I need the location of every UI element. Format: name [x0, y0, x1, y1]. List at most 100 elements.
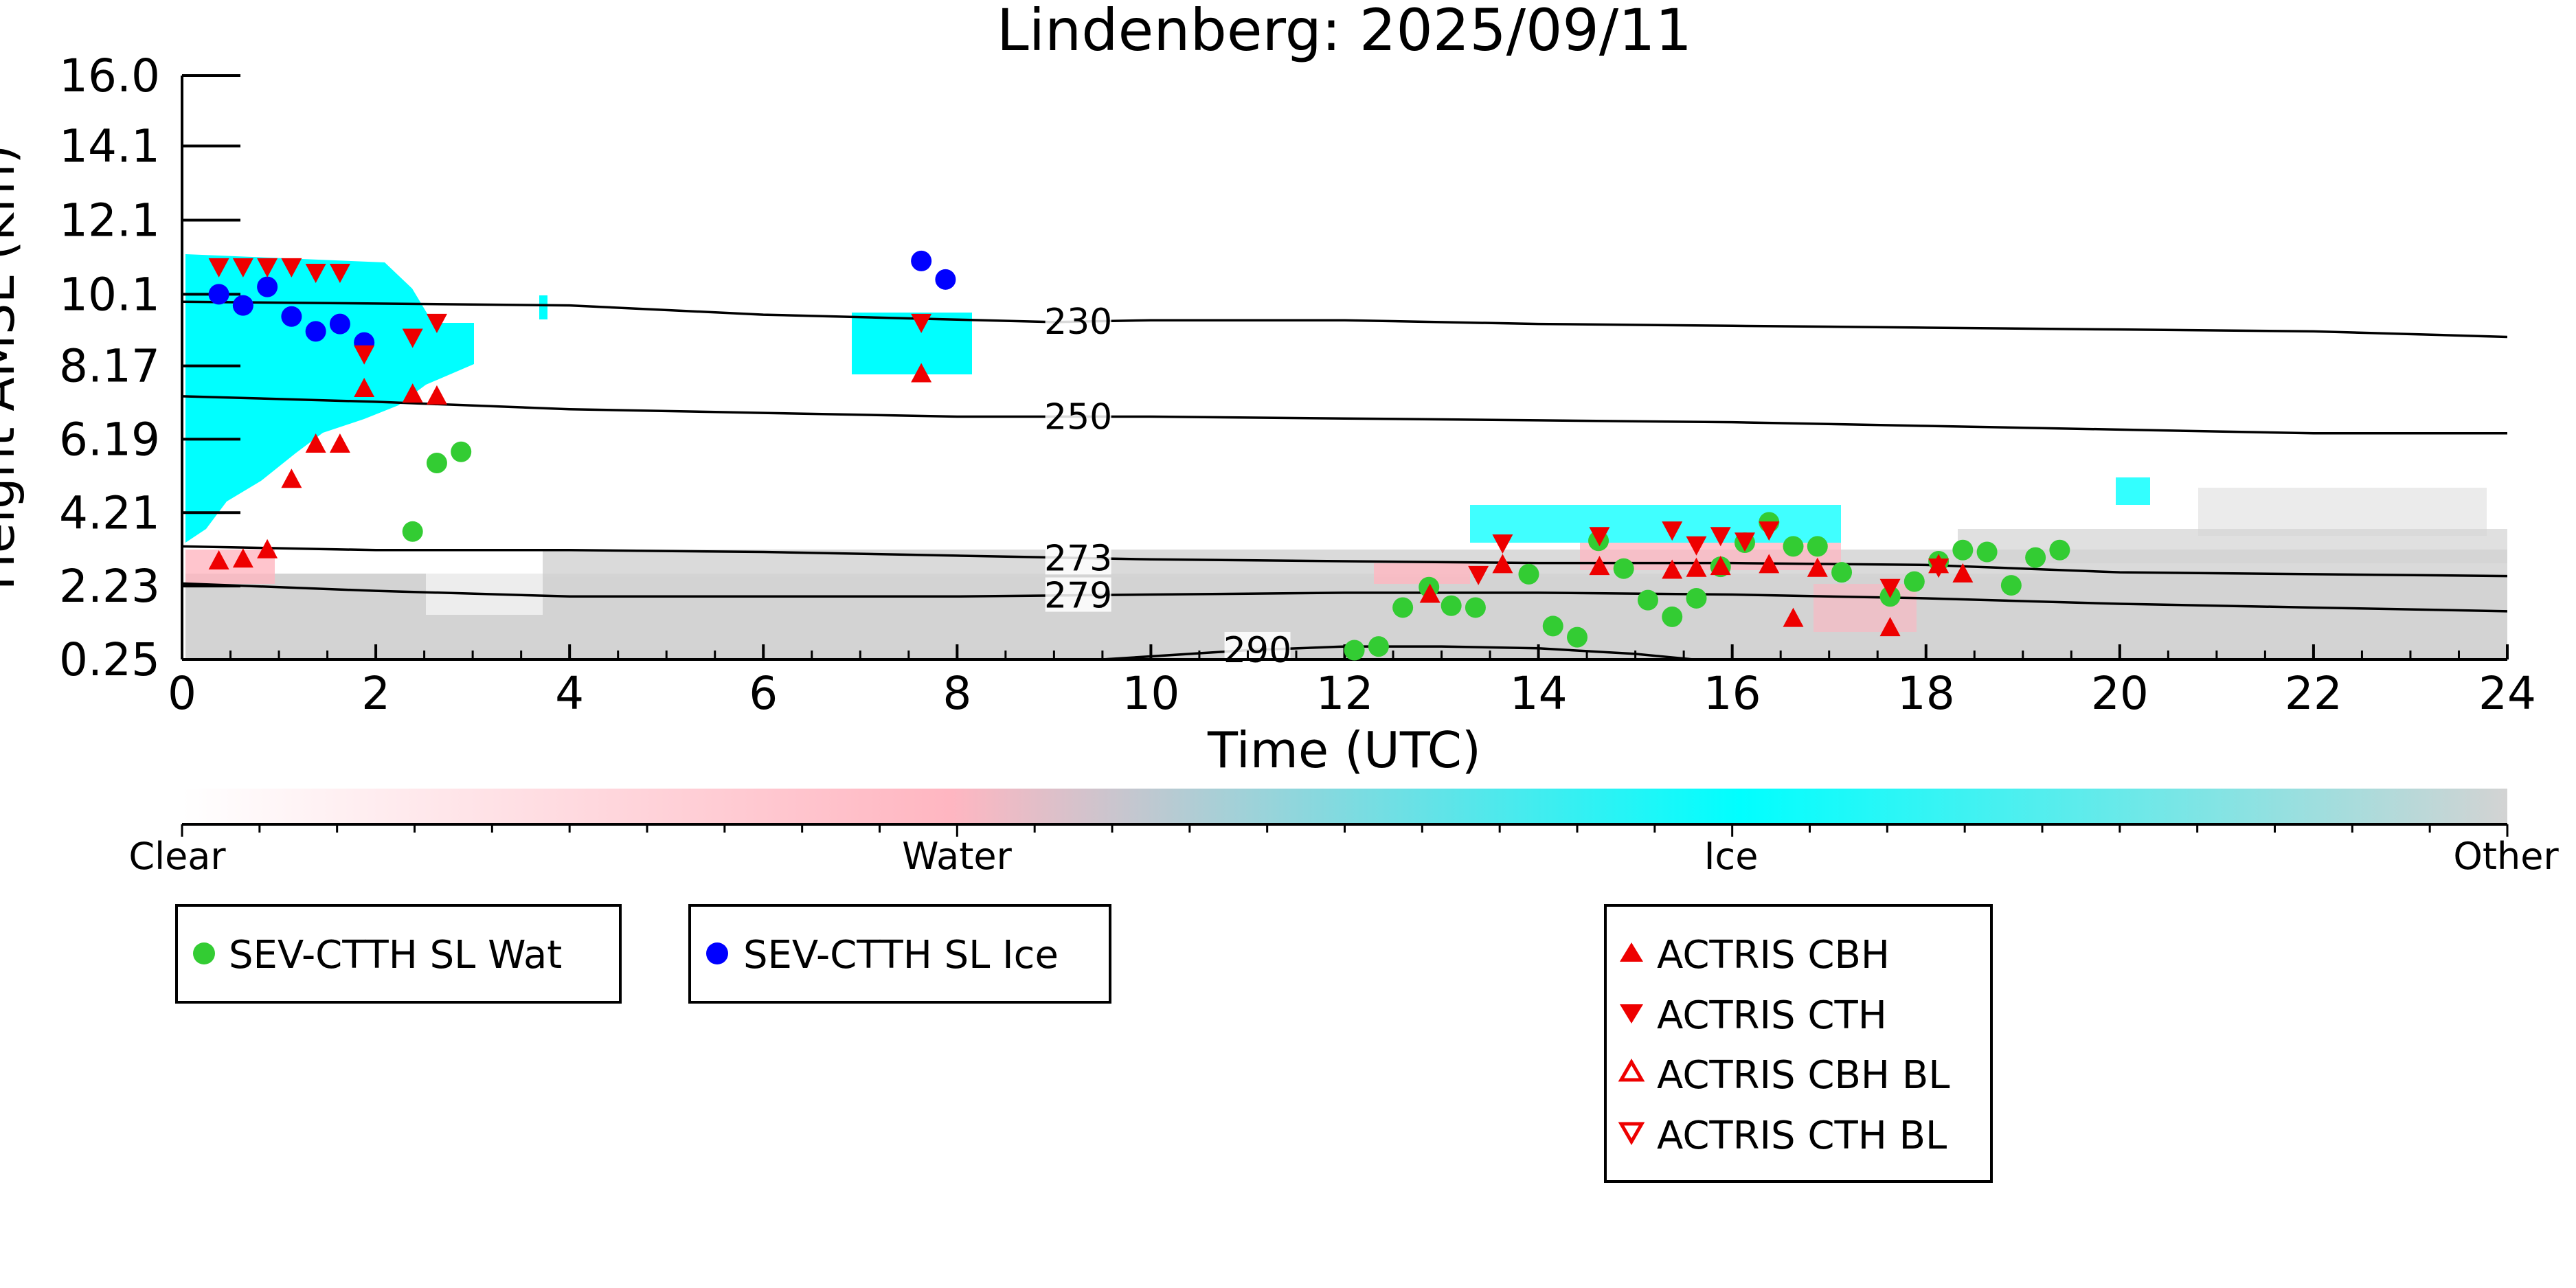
marker-actris-cbh [281, 468, 302, 488]
marker-actris-cth [426, 313, 447, 333]
isotherm-label: 273 [1044, 538, 1112, 579]
marker-sev-ctth-sl-ice [232, 295, 253, 316]
chart-title: Lindenberg: 2025/09/11 [997, 0, 1692, 64]
marker-sev-ctth-sl-wat [1831, 562, 1853, 583]
marker-sev-ctth-sl-ice [305, 321, 326, 342]
ice-region [185, 254, 474, 543]
colorbar-label-water: Water [902, 835, 1012, 878]
marker-actris-cbh [232, 548, 253, 568]
marker-sev-ctth-sl-wat [2000, 575, 2022, 596]
isotherm-label-bg [1045, 577, 1111, 612]
colorbar-label-other: Other [2453, 835, 2559, 878]
x-tick-label: 22 [2285, 667, 2342, 720]
marker-actris-cbh [1589, 556, 1610, 576]
marker-actris-cth [281, 258, 302, 278]
y-tick-label: 0.25 [59, 633, 160, 686]
cloud-classification-field [185, 254, 2507, 659]
marker-actris-cth [329, 264, 350, 284]
colorbar-label-clear: Clear [128, 835, 226, 878]
y-axis-ticks: 0.25 2.23 4.21 6.19 8.17 10.1 12.1 14.1 16.0 [59, 49, 240, 686]
legend-ice-box: SEV-CTTH SL Ice [688, 904, 1111, 1004]
colorbar-label-ice: Ice [1704, 835, 1759, 878]
y-tick-label: 14.1 [59, 120, 160, 173]
legend-water-box: SEV-CTTH SL Wat [175, 904, 622, 1004]
marker-sev-ctth-sl-wat [1637, 589, 1658, 611]
y-tick-label: 8.17 [59, 340, 160, 393]
other-layer [2198, 488, 2487, 536]
marker-sev-ctth-sl-wat [1368, 636, 1389, 657]
x-tick-label: 14 [1510, 667, 1568, 720]
marker-actris-cth [354, 345, 375, 365]
isotherm-label: 290 [1223, 630, 1291, 671]
marker-actris-cth [208, 258, 229, 278]
y-tick-label: 10.1 [59, 268, 160, 321]
marker-actris-cbh [402, 383, 423, 403]
isotherm-lines [182, 300, 2507, 659]
marker-sev-ctth-sl-wat [1783, 536, 1804, 557]
data-markers [208, 250, 2070, 661]
isotherm-label-bg [1045, 304, 1111, 339]
marker-sev-ctth-sl-wat [1613, 558, 1634, 579]
x-tick-label: 20 [2091, 667, 2149, 720]
colorbar [182, 789, 2507, 823]
isotherm-label-bg [1045, 540, 1111, 575]
marker-sev-ctth-sl-wat [1686, 587, 1707, 609]
legend-label-cth: ACTRIS CTH [1657, 993, 1887, 1038]
marker-sev-ctth-sl-wat [1807, 536, 1828, 557]
marker-actris-cth [1879, 578, 1901, 598]
marker-actris-cth [1468, 565, 1489, 585]
marker-sev-ctth-sl-wat [1344, 640, 1365, 661]
marker-actris-cbh [1759, 554, 1780, 574]
marker-actris-cbh [257, 539, 278, 558]
y-tick-label: 12.1 [59, 194, 160, 247]
legend-label-sev-ice: SEV-CTTH SL Ice [743, 933, 1059, 978]
marker-actris-cbh [1710, 556, 1731, 576]
marker-actris-cbh [1686, 557, 1707, 577]
marker-sev-ctth-sl-ice [935, 269, 956, 290]
legend-marker-cbh [1620, 942, 1643, 962]
x-tick-label: 6 [749, 667, 778, 720]
legend-label-sev-wat: SEV-CTTH SL Wat [229, 933, 562, 978]
x-axis-label: Time (UTC) [1207, 721, 1481, 779]
legend-frame [175, 904, 622, 1004]
legend-label-cbh-bl: ACTRIS CBH BL [1657, 1053, 1950, 1098]
y-tick-label: 4.21 [59, 486, 160, 539]
marker-sev-ctth-sl-ice [208, 284, 229, 305]
marker-actris-cth [1492, 534, 1513, 554]
marker-sev-ctth-sl-wat [1662, 606, 1683, 627]
x-tick-label: 18 [1897, 667, 1955, 720]
marker-actris-cth [911, 313, 932, 333]
x-tick-label: 24 [2478, 667, 2536, 720]
x-tick-label: 8 [942, 667, 971, 720]
marker-actris-cbh [1807, 557, 1828, 577]
marker-sev-ctth-sl-ice [281, 306, 302, 327]
ice-region [2116, 477, 2150, 505]
marker-actris-cth [257, 258, 278, 278]
marker-sev-ctth-sl-wat [1518, 563, 1539, 585]
marker-sev-ctth-sl-wat [402, 521, 423, 542]
marker-actris-cbh [911, 363, 932, 383]
marker-actris-cth [1686, 536, 1707, 556]
isotherm-label: 250 [1044, 397, 1112, 438]
legend-actris-box: ACTRIS CBH ACTRIS CTH ACTRIS CBH BL ACTR… [1604, 904, 1993, 1183]
marker-sev-ctth-sl-ice [329, 313, 350, 335]
marker-sev-ctth-sl-wat [1392, 597, 1414, 618]
water-patch [1814, 584, 1917, 632]
marker-sev-ctth-sl-wat [451, 441, 472, 462]
y-tick-label: 2.23 [59, 560, 160, 613]
legend-label-cbh: ACTRIS CBH [1657, 933, 1890, 978]
isotherm-label: 279 [1044, 576, 1112, 617]
marker-actris-cth [1710, 527, 1731, 547]
marker-sev-ctth-sl-wat [1465, 597, 1486, 618]
marker-sev-ctth-sl-wat [1440, 595, 1462, 616]
marker-sev-ctth-sl-ice [911, 250, 932, 271]
x-tick-label: 12 [1316, 667, 1374, 720]
marker-actris-cbh [305, 433, 326, 453]
legend-frame [1604, 904, 1993, 1183]
isotherm-line [182, 395, 2507, 435]
y-tick-label: 6.19 [59, 413, 160, 466]
marker-sev-ctth-sl-wat [1567, 626, 1588, 648]
isotherm-label-bg [1045, 398, 1111, 433]
isotherm-label: 230 [1044, 302, 1112, 343]
